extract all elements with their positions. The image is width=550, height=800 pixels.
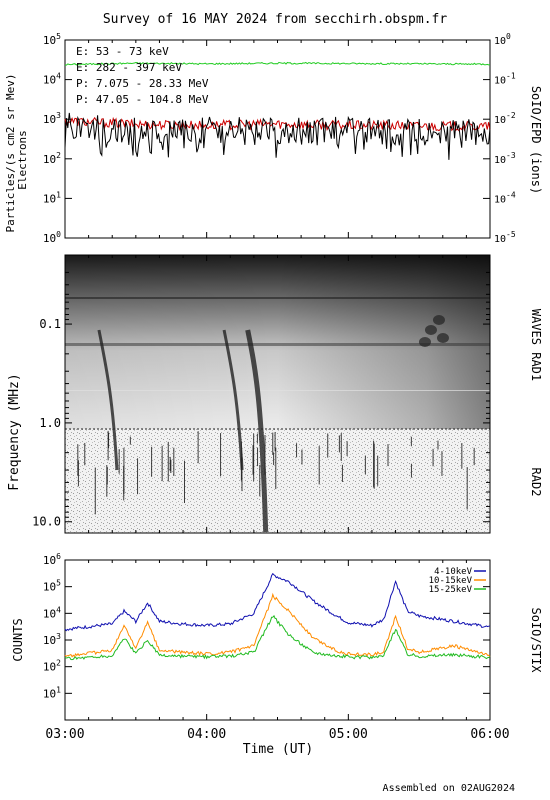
waves-type3-burst [222,329,244,471]
waves-y-tick-label: 1.0 [39,416,61,430]
epd-legend-entry: P: 47.05 - 104.8 MeV [76,93,209,106]
waves-blob [418,337,431,347]
stix-series-line [64,592,491,658]
waves-type3-burst [245,329,269,533]
figure-title: Survey of 16 MAY 2024 from secchirh.obsp… [103,12,448,27]
waves-rad2-label: RAD2 [529,468,543,497]
waves-y-tick-label: 0.1 [39,317,61,331]
epd-right-label: SoIO/EPD (ions) [529,86,543,194]
stix-frame [64,559,491,721]
stix-series-line [64,572,491,632]
stix-legend-entry: 4-10keV [434,567,473,577]
epd-y-tick-label: 101 [43,190,61,205]
waves-blob [432,315,445,325]
epd-y2-tick-label: 10-1 [494,72,516,87]
epd-legend-entry: P: 7.075 - 28.33 MeV [76,77,209,90]
epd-y2-tick-label: 100 [494,32,511,47]
stix-legend-entry: 10-15keV [429,576,473,586]
stix-y-tick-label: 105 [43,579,61,594]
x-tick-label: 04:00 [187,727,226,742]
stix-panel: 101 102 103 104 105 106 4-10keV10-15keV15-25k… [11,552,543,721]
stix-legend-entry: 15-25keV [429,585,473,595]
waves-bursts [77,315,475,533]
stix-y-tick-label: 101 [43,685,61,700]
epd-series-line [64,112,491,160]
stix-series [64,572,491,661]
waves-blob [436,333,449,343]
waves-blob [424,325,437,335]
epd-ylabel-electrons: Electrons [16,130,29,190]
x-tick-label: 06:00 [470,727,509,742]
epd-panel: 100 101 102 103 104 105 10-5 10-4 10-3 10-2 10-1 10… [4,32,543,245]
stix-y-ticks: 101 102 103 104 105 106 [43,552,490,700]
waves-y-ticks: 0.1 1.0 10.0 [32,271,490,529]
epd-series-line [64,61,491,66]
waves-type3-burst [97,329,119,471]
stix-y-tick-label: 106 [43,552,61,567]
waves-y-tick-label: 10.0 [32,515,61,529]
epd-series-line [64,116,491,132]
stix-y-tick-label: 104 [43,605,61,620]
waves-rad1-label: WAVES RAD1 [529,309,543,381]
epd-y-tick-label: 105 [43,32,61,47]
time-axis: 03:00 04:00 05:00 06:00 [45,40,510,742]
epd-y-tick-label: 103 [43,111,61,126]
waves-panel: 0.1 1.0 10.0 Frequency (MHz) WAVES RAD1 RA… [7,254,543,534]
epd-legend-entry: E: 53 - 73 keV [76,45,169,58]
x-tick-label: 03:00 [45,727,84,742]
epd-y-tick-label: 104 [43,72,61,87]
epd-y2-tick-label: 10-2 [494,111,516,126]
x-tick-label: 05:00 [329,727,368,742]
epd-y2-tick-label: 10-5 [494,230,516,245]
epd-legend-entry: E: 282 - 397 keV [76,61,182,74]
x-axis-label: Time (UT) [243,742,313,757]
stix-y-tick-label: 102 [43,659,61,674]
epd-legend: E: 53 - 73 keV E: 282 - 397 keV P: 7.075 -… [76,45,209,106]
epd-y-tick-label: 100 [43,230,61,245]
waves-ylabel: Frequency (MHz) [7,373,22,490]
epd-ylabel: Particles/(s cm2 sr Mev) [4,74,17,233]
stix-y-tick-label: 103 [43,632,61,647]
assembled-footer: Assembled on 02AUG2024 [383,783,515,794]
stix-ylabel: COUNTS [11,618,25,661]
stix-right-label: SoIO/STIX [529,607,543,673]
waves-spectrogram [65,255,490,533]
epd-series [64,61,491,160]
stix-series-line [64,614,491,661]
epd-y2-tick-label: 10-3 [494,151,516,166]
epd-y-tick-label: 102 [43,151,61,166]
epd-y2-tick-label: 10-4 [494,190,516,205]
